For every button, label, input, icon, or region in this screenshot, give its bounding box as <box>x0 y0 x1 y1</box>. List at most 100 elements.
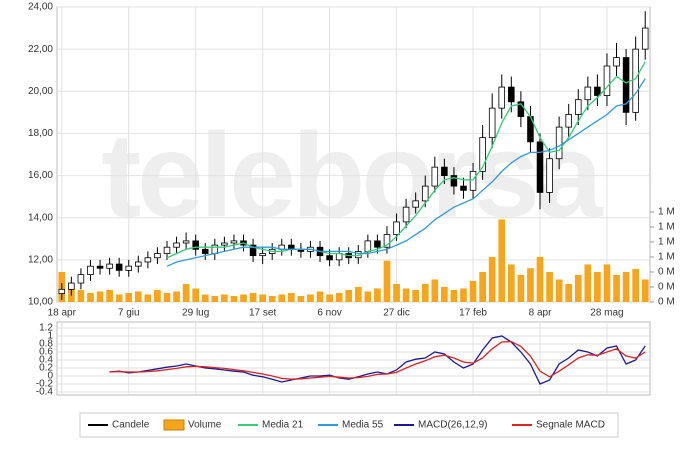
y2-tick-label: 1 M <box>658 222 675 233</box>
volume-bar <box>431 279 439 302</box>
y-tick-label: 18,00 <box>28 128 53 139</box>
volume-bar <box>603 264 611 302</box>
volume-bar <box>297 295 305 302</box>
candle-body <box>393 221 400 235</box>
volume-bar <box>402 288 410 302</box>
volume-bar <box>383 260 391 302</box>
series-line <box>166 78 646 267</box>
candle-body <box>613 57 620 67</box>
x-tick-label: 28 mag <box>590 308 623 319</box>
volume-bar <box>374 288 381 302</box>
x-tick-label: 17 feb <box>459 308 487 319</box>
volume-bar <box>316 291 324 302</box>
y-tick-label: -0.4 <box>36 387 54 398</box>
volume-bar <box>173 291 180 302</box>
volume-bar <box>335 292 343 302</box>
volume-bar <box>307 294 314 302</box>
candle-body <box>68 282 75 290</box>
candle-body <box>115 263 123 271</box>
volume-bar <box>326 294 333 302</box>
legend-label: Candele <box>112 420 150 431</box>
y-tick-label: 0.8 <box>39 339 53 350</box>
x-tick-label: 29 lug <box>182 308 209 319</box>
candle-body <box>230 240 238 244</box>
x-tick-label: 7 giu <box>118 308 140 319</box>
macd-panel <box>56 321 651 396</box>
volume-bar <box>201 294 209 302</box>
candle-body <box>441 166 448 176</box>
y2-tick-label: 0 M <box>658 297 675 308</box>
volume-bar <box>230 295 238 302</box>
volume-bar <box>345 289 353 302</box>
volume-bar <box>527 268 534 302</box>
volume-bar <box>488 256 496 302</box>
y2-tick-label: 1 M <box>658 252 675 263</box>
candle-body <box>402 206 410 223</box>
x-tick-label: 17 set <box>249 308 276 319</box>
legend-label: Media 55 <box>342 420 384 431</box>
candle-body <box>594 86 601 96</box>
candle-body <box>383 234 391 248</box>
volume-bar <box>565 283 573 302</box>
candle-body <box>517 101 525 117</box>
candle-body <box>488 107 496 139</box>
y2-tick-label: 1 M <box>658 237 675 248</box>
volume-bar <box>163 292 171 302</box>
volume-bar <box>622 271 630 302</box>
x-tick-label: 27 dic <box>383 308 410 319</box>
volume-bar <box>144 294 152 302</box>
candle-body <box>574 99 582 115</box>
candle-body <box>58 288 66 294</box>
y-tick-label: 0.2 <box>39 363 53 374</box>
volume-bar <box>115 294 123 302</box>
volume-bar <box>517 274 525 302</box>
volume-bar <box>221 294 228 302</box>
volume-bar <box>412 289 420 302</box>
volume-bar <box>441 286 448 302</box>
y-tick-label: 0 <box>47 371 53 382</box>
candle-body <box>135 261 142 267</box>
candle-body <box>192 240 199 250</box>
volume-bar <box>249 292 257 302</box>
volume-bar <box>278 294 286 302</box>
y-tick-label: 24,00 <box>28 2 53 13</box>
legend-swatch <box>163 419 185 431</box>
volume-bar <box>536 256 544 302</box>
volume-bar <box>287 292 295 302</box>
y-tick-label: 12,00 <box>28 254 53 265</box>
y-tick-label: -0.2 <box>36 379 54 390</box>
candle-body <box>96 265 104 269</box>
candle-body <box>154 253 161 259</box>
volume-bar <box>460 288 467 302</box>
candle-body <box>326 255 333 261</box>
volume-bar <box>96 291 104 302</box>
x-tick-label: 6 nov <box>317 308 341 319</box>
legend-label: Segnale MACD <box>536 420 605 431</box>
y2-tick-label: 0 M <box>658 267 675 278</box>
candle-body <box>421 185 429 202</box>
candle-body <box>565 114 572 128</box>
volume-bar <box>574 274 582 302</box>
volume-bar <box>469 280 477 302</box>
volume-bar <box>125 292 133 302</box>
candle-body <box>622 57 630 113</box>
candle-body <box>546 158 553 193</box>
volume-bar <box>77 289 85 302</box>
candle-body <box>603 65 611 96</box>
candle-body <box>106 263 113 269</box>
candle-body <box>364 240 372 252</box>
y-tick-label: 1.2 <box>39 323 53 334</box>
volume-bar <box>134 291 142 302</box>
candle-body <box>144 257 152 263</box>
candle-body <box>182 240 190 244</box>
candle-body <box>641 27 649 50</box>
volume-bar <box>641 279 649 302</box>
marks: 10,00 12,00 14,00 16,00 18,00 20,00 22,00 24,00… <box>28 2 675 431</box>
candle-body <box>479 137 486 172</box>
y-tick-label: 1 <box>47 331 53 342</box>
y2-tick-label: 1 M <box>658 207 675 218</box>
volume-bar <box>259 294 266 302</box>
candle-body <box>221 242 228 246</box>
legend-label: MACD(26,12,9) <box>418 420 487 431</box>
